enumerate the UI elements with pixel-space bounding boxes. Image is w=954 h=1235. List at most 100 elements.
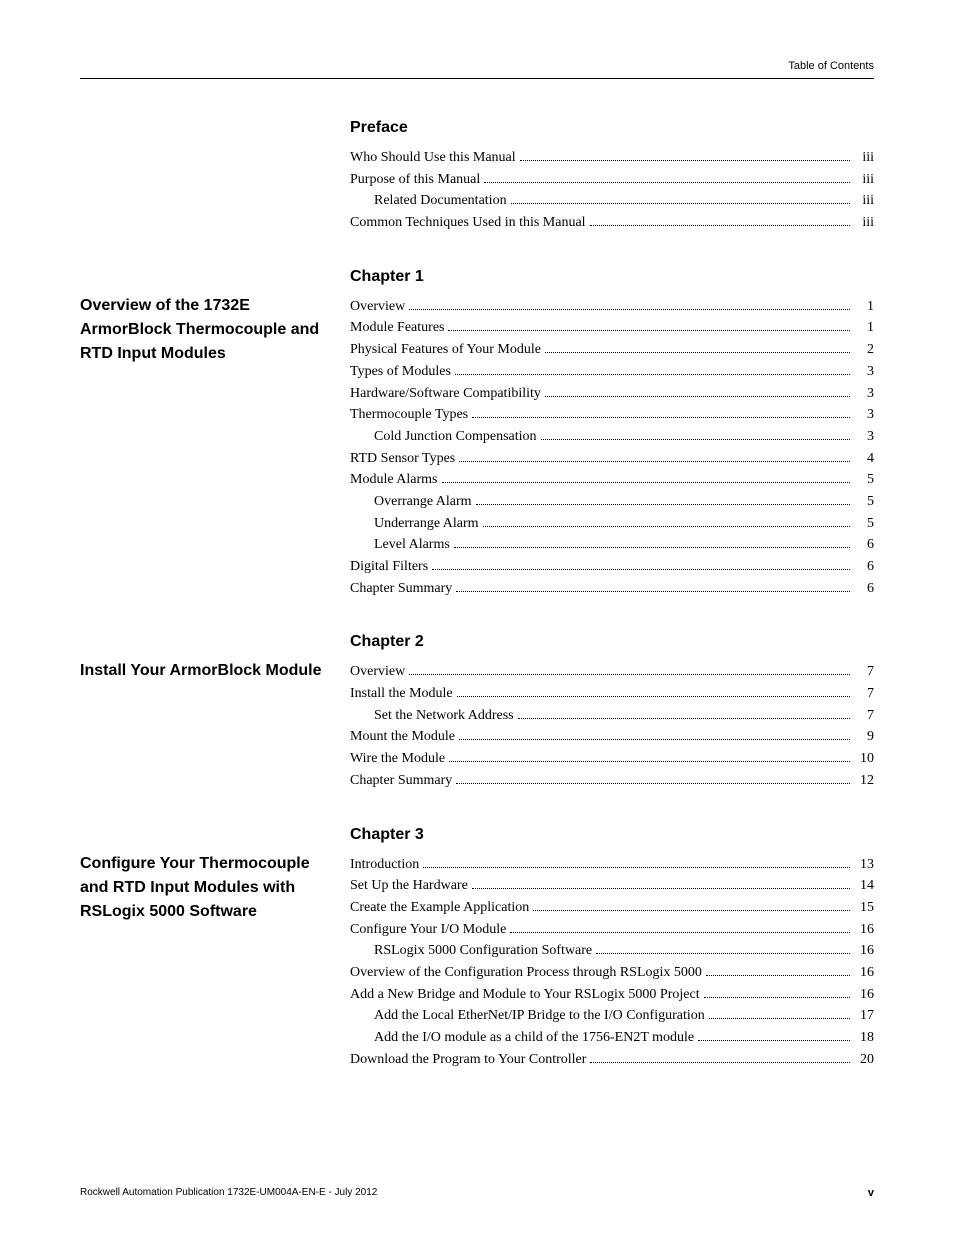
toc-label: Download the Program to Your Controller: [350, 1049, 586, 1071]
right-col: Chapter 3 Introduction 13 Set Up the Har…: [350, 826, 874, 1071]
toc-label: Install the Module: [350, 683, 453, 705]
toc-label: Configure Your I/O Module: [350, 919, 506, 941]
right-col: Preface Who Should Use this Manual iii P…: [350, 119, 874, 234]
toc-dots: [545, 352, 850, 353]
toc-entry: Set the Network Address7: [350, 705, 874, 727]
toc-dots: [409, 309, 850, 310]
toc-label: Create the Example Application: [350, 897, 529, 919]
section-chapter-3: Configure Your Thermocouple and RTD Inpu…: [80, 826, 874, 1071]
toc-label: Underrange Alarm: [374, 513, 479, 535]
toc-label: Module Alarms: [350, 469, 438, 491]
toc-page: 10: [854, 748, 874, 770]
toc-page: 16: [854, 984, 874, 1006]
toc-dots: [459, 739, 850, 740]
toc-label: Level Alarms: [374, 534, 450, 556]
toc-entry: Related Documentation iii: [350, 190, 874, 212]
toc-entry: Level Alarms 6: [350, 534, 874, 556]
side-title: Install Your ArmorBlock Module: [80, 659, 330, 683]
toc-entry: Purpose of this Manual iii: [350, 169, 874, 191]
toc-dots: [472, 417, 850, 418]
toc-label: RSLogix 5000 Configuration Software: [374, 940, 592, 962]
toc-entry: Underrange Alarm5: [350, 513, 874, 535]
side-title: Overview of the 1732E ArmorBlock Thermoc…: [80, 294, 330, 366]
toc-page: 1: [854, 317, 874, 339]
chapter-title: Chapter 3: [350, 826, 874, 844]
toc-dots: [432, 569, 850, 570]
toc-dots: [459, 461, 850, 462]
toc-dots: [409, 674, 850, 675]
toc-label: Chapter Summary: [350, 770, 452, 792]
toc-label: RTD Sensor Types: [350, 448, 455, 470]
toc-entry: Install the Module 7: [350, 683, 874, 705]
toc-dots: [511, 203, 850, 204]
toc-label: Common Techniques Used in this Manual: [350, 212, 586, 234]
toc-entry: Who Should Use this Manual iii: [350, 147, 874, 169]
footer: Rockwell Automation Publication 1732E-UM…: [80, 1187, 874, 1199]
toc-label: Set the Network Address: [374, 705, 514, 727]
toc-dots: [590, 1062, 850, 1063]
toc-dots: [448, 330, 850, 331]
footer-page-number: v: [868, 1187, 874, 1199]
toc-page: 15: [854, 897, 874, 919]
toc-page: iii: [854, 147, 874, 169]
toc-entry: Chapter Summary 12: [350, 770, 874, 792]
section-chapter-1: Overview of the 1732E ArmorBlock Thermoc…: [80, 268, 874, 600]
toc-label: Mount the Module: [350, 726, 455, 748]
toc-entry: Overview7: [350, 661, 874, 683]
toc-dots: [541, 439, 850, 440]
toc-page: iii: [854, 190, 874, 212]
toc-page: 3: [854, 404, 874, 426]
toc-entry: Digital Filters6: [350, 556, 874, 578]
toc-dots: [456, 591, 850, 592]
toc-dots: [449, 761, 850, 762]
toc-label: Hardware/Software Compatibility: [350, 383, 541, 405]
toc-dots: [518, 718, 850, 719]
toc-entry: Overrange Alarm5: [350, 491, 874, 513]
side-title: Configure Your Thermocouple and RTD Inpu…: [80, 852, 330, 924]
toc-dots: [455, 374, 850, 375]
toc-dots: [704, 997, 850, 998]
toc-entry: Wire the Module 10: [350, 748, 874, 770]
toc-entry: RSLogix 5000 Configuration Software 16: [350, 940, 874, 962]
toc-dots: [476, 504, 850, 505]
toc-label: Overrange Alarm: [374, 491, 472, 513]
toc-entry: Download the Program to Your Controller …: [350, 1049, 874, 1071]
toc-label: Overview: [350, 661, 405, 683]
toc-dots: [520, 160, 850, 161]
toc-page: 16: [854, 962, 874, 984]
section-chapter-2: Install Your ArmorBlock Module Chapter 2…: [80, 633, 874, 791]
toc-page: 16: [854, 940, 874, 962]
toc-page: 5: [854, 469, 874, 491]
toc-dots: [457, 696, 850, 697]
toc-page: 12: [854, 770, 874, 792]
toc-label: Set Up the Hardware: [350, 875, 468, 897]
toc-entry: Overview1: [350, 296, 874, 318]
toc-entry: Module Features 1: [350, 317, 874, 339]
toc-entry: Create the Example Application 15: [350, 897, 874, 919]
toc-page: 4: [854, 448, 874, 470]
toc-page: 7: [854, 683, 874, 705]
side-col: [80, 119, 350, 234]
toc-page: 6: [854, 534, 874, 556]
toc-entry: Mount the Module9: [350, 726, 874, 748]
toc-dots: [590, 225, 850, 226]
toc-page: iii: [854, 169, 874, 191]
toc-entry: Physical Features of Your Module2: [350, 339, 874, 361]
toc-label: Module Features: [350, 317, 444, 339]
toc-label: Introduction: [350, 854, 419, 876]
toc-content: Preface Who Should Use this Manual iii P…: [80, 119, 874, 1104]
chapter-title: Chapter 2: [350, 633, 874, 651]
toc-page: 20: [854, 1049, 874, 1071]
toc-page: 6: [854, 556, 874, 578]
toc-label: Related Documentation: [374, 190, 507, 212]
toc-entry: Add a New Bridge and Module to Your RSLo…: [350, 984, 874, 1006]
toc-label: Chapter Summary: [350, 578, 452, 600]
toc-entry: Thermocouple Types3: [350, 404, 874, 426]
footer-left: Rockwell Automation Publication 1732E-UM…: [80, 1187, 377, 1199]
toc-entry: Add the Local EtherNet/IP Bridge to the …: [350, 1005, 874, 1027]
toc-label: Add the I/O module as a child of the 175…: [374, 1027, 694, 1049]
chapter-title: Preface: [350, 119, 874, 137]
section-preface: Preface Who Should Use this Manual iii P…: [80, 119, 874, 234]
toc-page: 2: [854, 339, 874, 361]
toc-entry: Types of Modules3: [350, 361, 874, 383]
